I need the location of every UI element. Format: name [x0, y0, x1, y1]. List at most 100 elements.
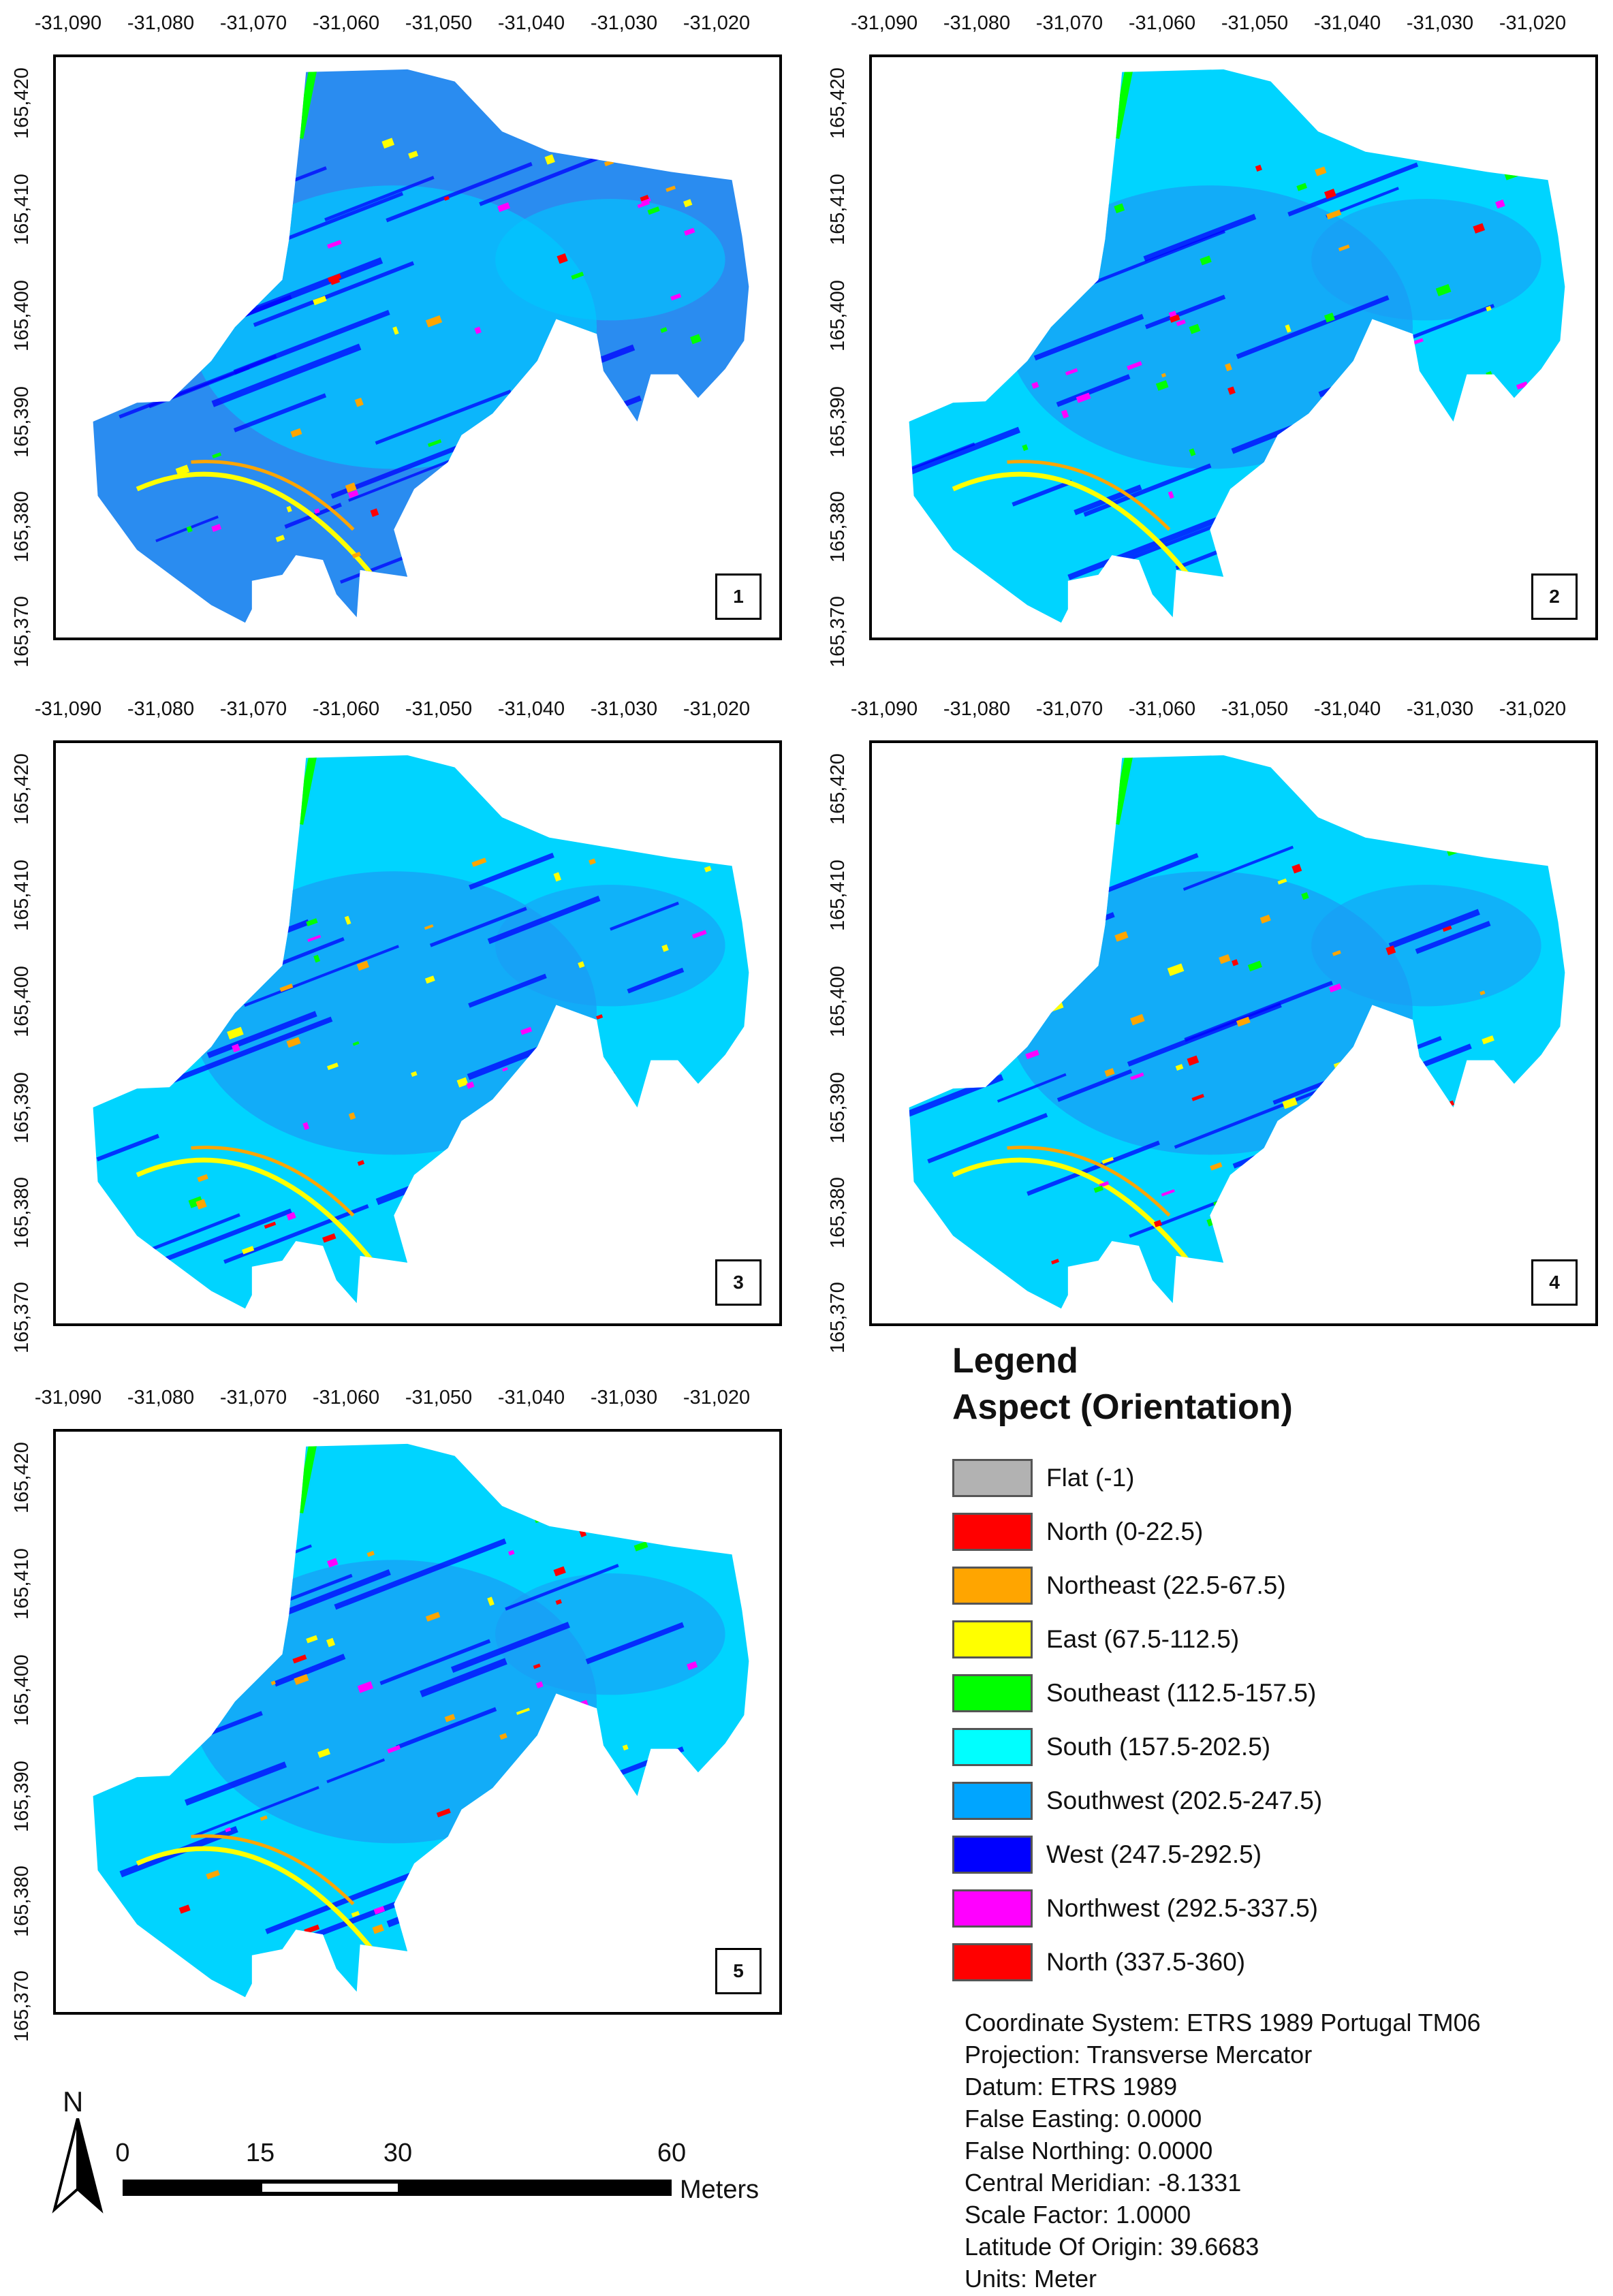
legend-item: Southwest (202.5-247.5) [952, 1780, 1322, 1821]
y-tick-label: 165,380 [827, 491, 849, 563]
x-tick-label: -31,060 [1128, 698, 1196, 720]
y-tick-label: 165,410 [827, 860, 849, 931]
x-tick-label: -31,020 [1499, 12, 1567, 34]
y-tick-label: 165,410 [11, 860, 33, 931]
x-tick-label: -31,020 [683, 1387, 751, 1409]
y-tick-label: 165,410 [11, 174, 33, 245]
projection-info-line: Datum: ETRS 1989 [965, 2073, 1178, 2101]
x-tick-label: -31,080 [127, 1387, 195, 1409]
y-tick-label: 165,420 [11, 67, 33, 139]
y-tick-label: 165,380 [11, 1866, 33, 1937]
aspect-raster [909, 69, 1565, 623]
scale-bar-graphic [123, 2180, 672, 2196]
x-tick-label: -31,050 [1221, 12, 1289, 34]
legend-label: Northeast (22.5-67.5) [1046, 1571, 1286, 1599]
projection-info-line: False Northing: 0.0000 [965, 2137, 1213, 2165]
legend-swatch [952, 1513, 1033, 1551]
legend-subtitle: Aspect (Orientation) [952, 1387, 1293, 1427]
legend-swatch [952, 1567, 1033, 1605]
x-tick-label: -31,090 [34, 1387, 102, 1409]
x-tick-label: -31,050 [1221, 698, 1289, 720]
y-tick-label: 165,400 [827, 280, 849, 351]
y-tick-label: 165,410 [11, 1548, 33, 1620]
x-tick-label: -31,020 [1499, 698, 1567, 720]
aspect-raster [909, 755, 1565, 1309]
legend-label: Flat (-1) [1046, 1464, 1135, 1492]
legend-label: North (0-22.5) [1046, 1517, 1204, 1545]
legend-item: North (0-22.5) [952, 1511, 1203, 1552]
x-tick-label: -31,070 [1035, 698, 1103, 720]
y-tick-label: 165,390 [11, 1761, 33, 1832]
legend-swatch [952, 1728, 1033, 1766]
legend-label: South (157.5-202.5) [1046, 1733, 1271, 1761]
scale-tick-0: 0 [115, 2139, 130, 2167]
x-tick-label: -31,070 [1035, 12, 1103, 34]
y-tick-label: 165,370 [11, 596, 33, 667]
x-tick-label: -31,050 [405, 12, 473, 34]
y-tick-label: 165,370 [11, 1282, 33, 1353]
legend-swatch [952, 1889, 1033, 1928]
y-tick-label: 165,420 [827, 67, 849, 139]
map-panel-5: 5 [53, 1429, 782, 2015]
y-tick-label: 165,370 [827, 1282, 849, 1353]
legend-item: North (337.5-360) [952, 1942, 1245, 1983]
panel-number: 2 [1531, 573, 1578, 620]
north-arrow: N [52, 2086, 106, 2214]
x-tick-label: -31,070 [219, 12, 287, 34]
x-tick-label: -31,060 [1128, 12, 1196, 34]
x-tick-label: -31,090 [34, 698, 102, 720]
y-tick-label: 165,390 [11, 1072, 33, 1144]
x-tick-label: -31,030 [590, 12, 658, 34]
aspect-raster [93, 1443, 749, 1998]
y-tick-label: 165,400 [827, 966, 849, 1037]
projection-info-line: Units: Meter [965, 2265, 1097, 2293]
y-tick-label: 165,390 [827, 386, 849, 458]
x-tick-label: -31,090 [34, 12, 102, 34]
map-panel-3: 3 [53, 740, 782, 1326]
north-arrow-label: N [63, 2086, 84, 2118]
x-tick-label: -31,080 [127, 698, 195, 720]
legend-label: Southwest (202.5-247.5) [1046, 1787, 1323, 1814]
projection-info-line: False Easting: 0.0000 [965, 2105, 1202, 2133]
x-tick-label: -31,090 [850, 698, 918, 720]
aspect-raster [93, 69, 749, 623]
y-tick-label: 165,380 [11, 1177, 33, 1248]
x-tick-label: -31,020 [683, 698, 751, 720]
x-tick-label: -31,060 [312, 1387, 380, 1409]
y-tick-label: 165,380 [11, 491, 33, 563]
panel-number: 5 [715, 1948, 762, 1994]
y-tick-label: 165,370 [827, 596, 849, 667]
projection-info-line: Central Meridian: -8.1331 [965, 2169, 1242, 2197]
x-tick-label: -31,050 [405, 1387, 473, 1409]
y-tick-label: 165,420 [827, 753, 849, 825]
projection-info-line: Latitude Of Origin: 39.6683 [965, 2233, 1259, 2261]
legend-swatch [952, 1620, 1033, 1658]
x-tick-label: -31,070 [219, 698, 287, 720]
x-tick-label: -31,080 [943, 698, 1011, 720]
legend-label: North (337.5-360) [1046, 1948, 1246, 1976]
legend-item: West (247.5-292.5) [952, 1834, 1262, 1875]
x-tick-label: -31,030 [590, 698, 658, 720]
x-tick-label: -31,040 [1313, 698, 1381, 720]
x-tick-label: -31,040 [497, 1387, 565, 1409]
projection-info-line: Scale Factor: 1.0000 [965, 2201, 1191, 2229]
y-tick-label: 165,390 [827, 1072, 849, 1144]
legend-label: Southeast (112.5-157.5) [1046, 1679, 1317, 1707]
panel-number: 4 [1531, 1259, 1578, 1306]
legend-item: East (67.5-112.5) [952, 1619, 1239, 1660]
legend-item: Northwest (292.5-337.5) [952, 1888, 1318, 1929]
x-tick-label: -31,030 [1406, 698, 1474, 720]
y-tick-label: 165,400 [11, 966, 33, 1037]
legend-swatch [952, 1782, 1033, 1820]
x-tick-label: -31,080 [943, 12, 1011, 34]
map-panel-4: 4 [869, 740, 1598, 1326]
aspect-raster [93, 755, 749, 1309]
y-tick-label: 165,420 [11, 1442, 33, 1513]
legend-swatch [952, 1459, 1033, 1497]
legend-item: South (157.5-202.5) [952, 1727, 1270, 1767]
x-tick-label: -31,030 [590, 1387, 658, 1409]
x-tick-label: -31,050 [405, 698, 473, 720]
x-tick-label: -31,020 [683, 12, 751, 34]
panel-number: 1 [715, 573, 762, 620]
panel-number: 3 [715, 1259, 762, 1306]
